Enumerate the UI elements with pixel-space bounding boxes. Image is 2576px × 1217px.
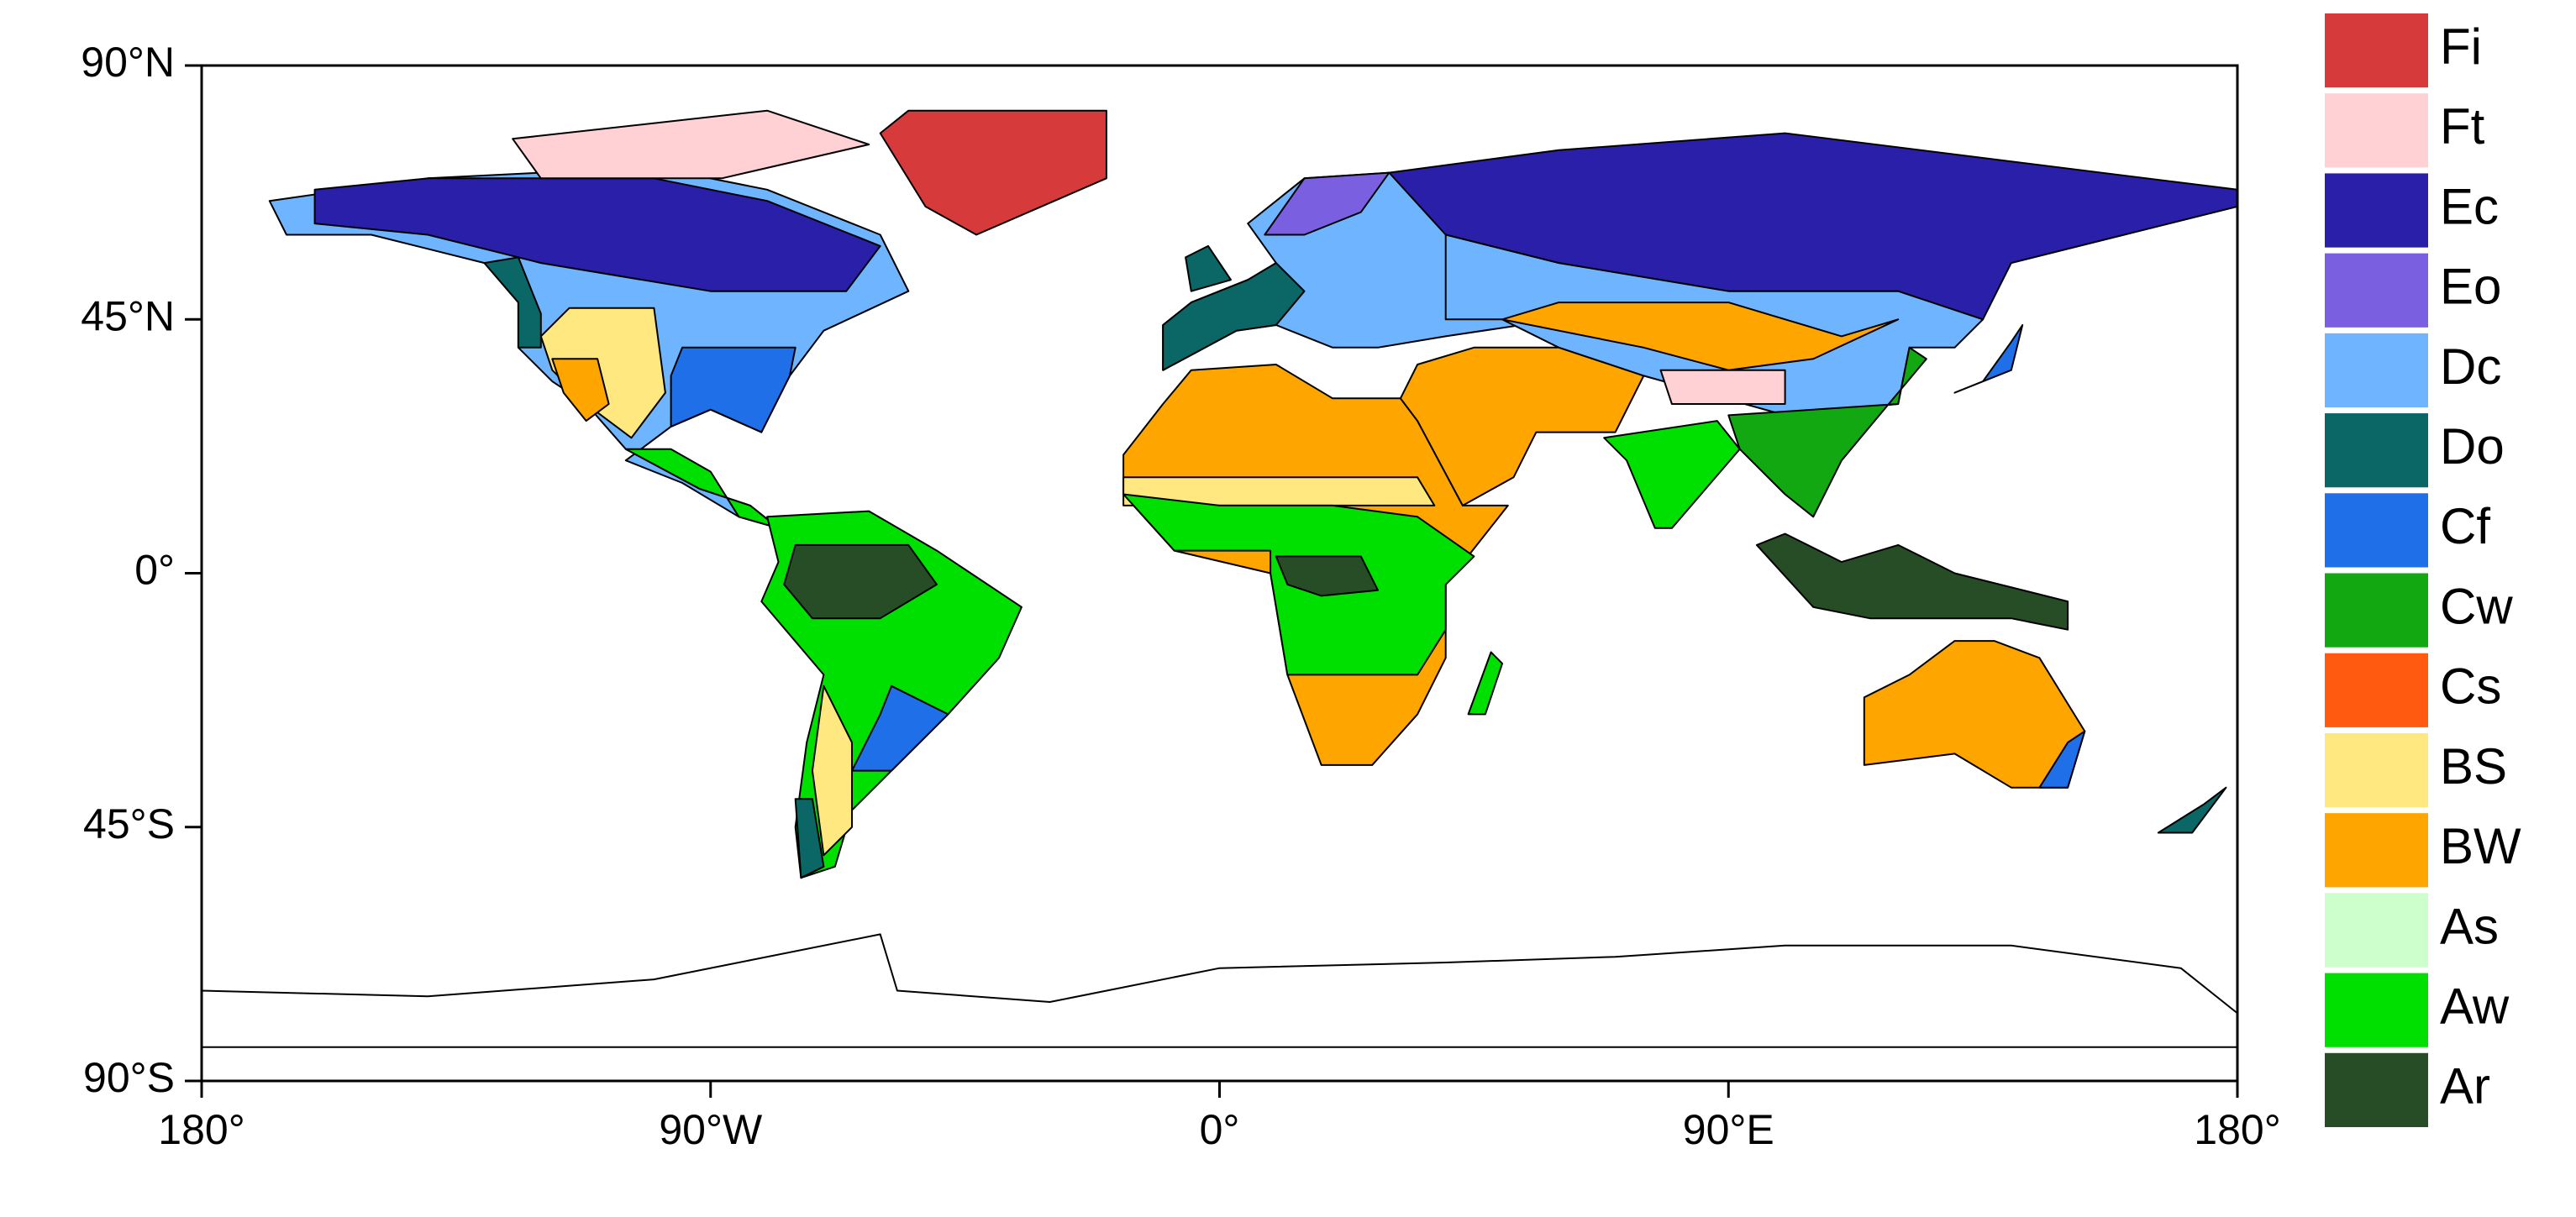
legend-swatch	[2325, 653, 2428, 727]
legend-label: Aw	[2440, 978, 2510, 1035]
legend-swatch	[2325, 413, 2428, 488]
land-layer	[201, 109, 2238, 1048]
legend-swatch	[2325, 1052, 2428, 1127]
legend-swatch	[2325, 732, 2428, 808]
land-region	[1755, 532, 2069, 631]
land-region	[783, 543, 938, 620]
legend-label: As	[2440, 898, 2499, 954]
x-tick-label: 180°	[158, 1106, 244, 1153]
land-region	[1264, 171, 1391, 236]
legend-label: Eo	[2440, 259, 2501, 315]
land-region	[1727, 346, 1927, 518]
legend-label: Cf	[2440, 498, 2490, 554]
x-tick-label: 90°E	[1683, 1106, 1774, 1153]
land-region	[1953, 324, 2024, 394]
land-region	[1122, 476, 1436, 506]
y-tick-label: 0°	[134, 547, 175, 594]
legend-label: BS	[2440, 738, 2507, 795]
legend-swatch	[2325, 893, 2428, 968]
legend-label: Do	[2440, 418, 2505, 475]
land-region	[1399, 346, 1645, 506]
land-region	[794, 798, 825, 879]
x-tick-label: 90°W	[659, 1106, 763, 1153]
land-region	[851, 685, 949, 772]
land-region	[512, 109, 870, 180]
y-tick-label: 90°N	[81, 39, 175, 86]
land-region	[1185, 244, 1232, 292]
y-tick-label: 45°N	[81, 292, 175, 339]
land-region	[879, 109, 1107, 236]
legend-label: Ec	[2440, 178, 2499, 234]
land-region	[1275, 555, 1379, 597]
land-region	[1659, 369, 1786, 405]
legend-swatch	[2325, 573, 2428, 648]
land-region	[624, 448, 780, 529]
land-region	[201, 933, 2238, 1048]
legend-swatch	[2325, 493, 2428, 568]
land-region	[2157, 786, 2227, 834]
legend-label: Cw	[2440, 578, 2513, 634]
land-region	[1162, 262, 1306, 371]
legend-label: BW	[2440, 818, 2521, 874]
land-region	[811, 685, 853, 857]
legend-label: Fi	[2440, 18, 2482, 75]
legend-swatch	[2325, 93, 2428, 168]
legend-swatch	[2325, 173, 2428, 248]
land-region	[1603, 420, 1741, 529]
legend-swatch	[2325, 333, 2428, 408]
legend-label: Ar	[2440, 1058, 2490, 1115]
land-region	[539, 307, 666, 439]
y-tick-label: 90°S	[83, 1054, 175, 1101]
legend-swatch	[2325, 973, 2428, 1047]
legend-swatch	[2325, 253, 2428, 328]
land-region	[1863, 640, 2086, 789]
legend-label: Ft	[2440, 98, 2485, 155]
land-region	[670, 346, 796, 433]
legend-label: Cs	[2440, 658, 2501, 715]
land-region	[483, 256, 542, 349]
land-region	[1467, 651, 1503, 716]
land-region	[1501, 302, 1900, 371]
legend-swatch	[2325, 813, 2428, 888]
legend-swatch	[2325, 13, 2428, 88]
x-tick-label: 0°	[1200, 1106, 1240, 1153]
land-region	[2038, 730, 2086, 789]
axes: 180° 90°W 0° 90°E 180° 90°N 45°N 0° 45°S 90°S	[81, 39, 2280, 1153]
land-region	[551, 358, 610, 422]
legend: Fi Ft Ec Eo Dc Do Cf Cw Cs BS BW As Aw Ar	[2325, 13, 2521, 1127]
legend-label: Dc	[2440, 338, 2501, 395]
x-tick-label: 180°	[2194, 1106, 2280, 1153]
y-tick-label: 45°S	[83, 800, 175, 847]
